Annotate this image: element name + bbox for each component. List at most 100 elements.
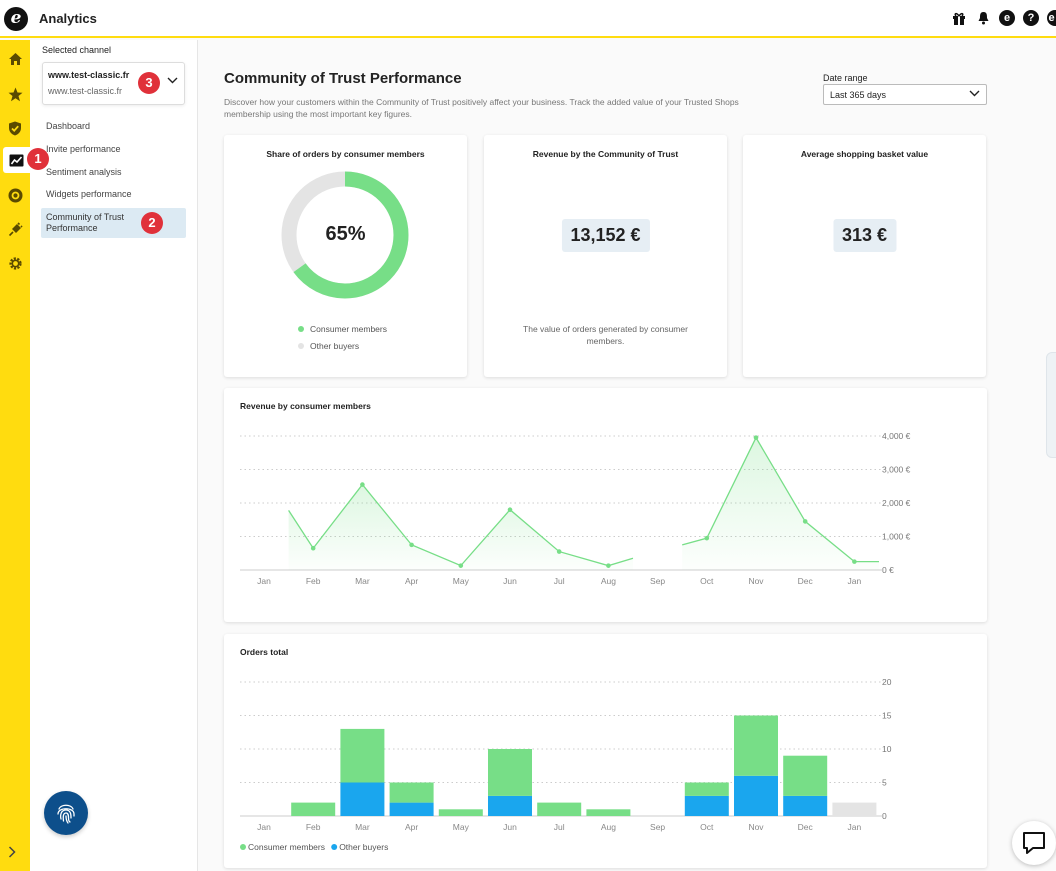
line-chart-title: Revenue by consumer members [240, 401, 371, 411]
orders-bar-chart-card: Orders total 0 5 10 15 20 Jan Feb Mar Apr May Jun J… [224, 634, 987, 868]
analytics-icon[interactable] [3, 147, 30, 173]
share-donut-chart [281, 171, 409, 299]
bar-placeholder [832, 802, 877, 816]
bar-other-buyers [389, 802, 434, 816]
x-tick-label: Nov [748, 576, 764, 586]
x-tick-label: Jul [554, 576, 565, 586]
share-card-title: Share of orders by consumer members [266, 149, 425, 159]
subnav-community-of-trust[interactable]: Community of Trust Performance [41, 208, 186, 238]
legend-label: Consumer members [310, 324, 387, 334]
subnav-sentiment-analysis[interactable]: Sentiment analysis [46, 167, 122, 177]
bell-icon[interactable] [975, 10, 991, 26]
account-icon[interactable]: e [1047, 10, 1056, 26]
x-tick-label: Oct [700, 822, 714, 832]
bar-other-buyers [684, 795, 729, 816]
x-tick-label: Sep [650, 576, 665, 586]
x-tick-label: Dec [798, 576, 814, 586]
channel-url: www.test-classic.fr [48, 86, 123, 96]
revenue-point [704, 535, 710, 541]
fingerprint-button[interactable] [44, 791, 88, 835]
legend-dot [240, 844, 246, 850]
home-icon[interactable] [4, 48, 26, 70]
revenue-point [458, 563, 464, 568]
revenue-point [606, 563, 611, 568]
y-tick-label: 4,000 € [882, 431, 911, 441]
revenue-point [753, 435, 759, 440]
bar-consumer-members [291, 802, 336, 816]
bar-consumer-members [586, 809, 631, 816]
shield-check-icon[interactable] [4, 117, 26, 139]
orders-bar-chart: 0 5 10 15 20 Jan Feb Mar Apr May Jun Jul Aug Sep Oct No… [240, 677, 892, 852]
revenue-value: 13,152 € [561, 219, 650, 252]
main-content: Community of Trust Performance Discover … [199, 40, 1056, 871]
chat-button[interactable] [1012, 821, 1056, 865]
y-tick-label: 15 [882, 711, 892, 721]
y-tick-label: 5 [882, 778, 887, 788]
y-tick-label: 1,000 € [882, 532, 911, 542]
bar-other-buyers [340, 782, 385, 816]
revenue-point [556, 549, 562, 554]
share-of-orders-card: Share of orders by consumer members 65% … [224, 135, 467, 377]
fingerprint-icon [57, 804, 75, 824]
revenue-line [682, 436, 879, 563]
top-bar: e Analytics e ? e [0, 0, 1056, 38]
basket-value: 313 € [832, 219, 897, 252]
bar-other-buyers [783, 795, 828, 816]
y-tick-label: 0 [882, 811, 887, 821]
subnav-invite-performance[interactable]: Invite performance [46, 144, 121, 154]
x-tick-label: Jul [554, 822, 565, 832]
x-tick-label: Dec [798, 822, 814, 832]
revenue-point [852, 559, 857, 564]
trusted-shops-logo[interactable]: e [4, 7, 28, 31]
revenue-point [310, 545, 316, 551]
x-tick-label: Mar [355, 576, 370, 586]
y-tick-label: 0 € [882, 565, 894, 575]
bar-consumer-members [684, 782, 729, 796]
annotation-badge-1: 1 [27, 148, 49, 170]
plug-icon[interactable] [4, 218, 26, 240]
date-range-select[interactable]: Last 365 days [823, 84, 987, 105]
x-tick-label: May [453, 822, 470, 832]
legend-dot-green [298, 326, 304, 332]
feedback-side-tab[interactable] [1046, 352, 1056, 458]
help-icon[interactable]: ? [1023, 10, 1039, 26]
revenue-line-chart: 0 € 1,000 € 2,000 € 3,000 € 4,000 € Jan Feb Mar… [240, 431, 911, 586]
expand-rail-chevron-icon[interactable] [8, 845, 16, 861]
legend-label: Consumer members [248, 842, 325, 852]
chevron-down-icon [969, 89, 980, 99]
subnav-widgets-performance[interactable]: Widgets performance [46, 189, 132, 199]
bar-other-buyers [734, 775, 778, 816]
annotation-badge-3: 3 [138, 72, 160, 94]
x-tick-label: Oct [700, 576, 714, 586]
star-icon[interactable] [4, 83, 26, 105]
revenue-note: The value of orders generated by consume… [523, 324, 688, 346]
y-tick-label: 20 [882, 677, 892, 687]
channel-selector[interactable]: www.test-classic.fr www.test-classic.fr [42, 62, 185, 105]
bar-other-buyers [488, 795, 532, 816]
basket-value-card: Average shopping basket value 313 € [743, 135, 986, 377]
basket-card-title: Average shopping basket value [800, 149, 929, 159]
page-description: Discover how your customers within the C… [224, 97, 739, 119]
x-tick-label: Aug [601, 822, 616, 832]
legend-dot-grey [298, 343, 304, 349]
x-tick-label: Jun [503, 822, 517, 832]
gift-icon[interactable] [951, 10, 967, 26]
gear-icon[interactable] [4, 252, 26, 274]
page-title: Community of Trust Performance [224, 70, 462, 87]
revenue-point [802, 519, 808, 524]
channel-name: www.test-classic.fr [48, 70, 130, 80]
revenue-point [507, 507, 513, 512]
x-tick-label: Aug [601, 576, 616, 586]
x-tick-label: Jan [848, 576, 862, 586]
x-tick-label: Feb [306, 822, 321, 832]
x-tick-label: Jun [503, 576, 517, 586]
subnav-community-of-trust-label: Community of Trust Performance [46, 212, 125, 233]
annotation-badge-2: 2 [141, 212, 163, 234]
subnav-dashboard[interactable]: Dashboard [46, 121, 91, 131]
trusted-coin-icon[interactable]: e [999, 10, 1015, 26]
analytics-subnav: Selected channel www.test-classic.fr www… [30, 40, 198, 871]
coin-icon[interactable] [4, 184, 26, 206]
bar-consumer-members [537, 802, 582, 816]
x-tick-label: Apr [405, 576, 418, 586]
y-tick-label: 10 [882, 744, 892, 754]
